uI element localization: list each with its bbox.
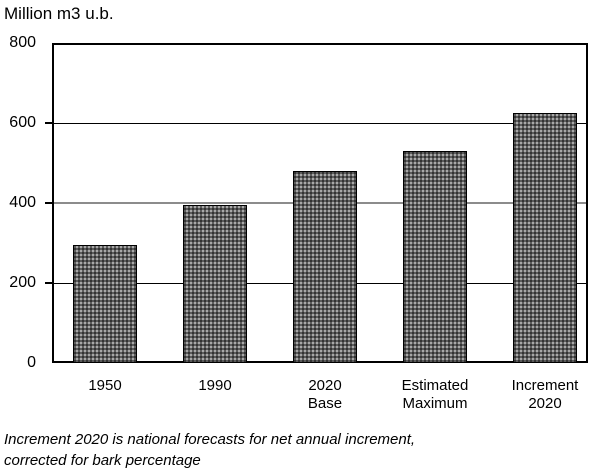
bar-2020-base — [293, 171, 357, 363]
bar-1990 — [183, 205, 247, 363]
x-axis-label: Increment 2020 — [511, 377, 579, 412]
x-axis-label: Estimated Maximum — [401, 377, 469, 412]
gridline-600 — [54, 122, 586, 124]
bar-1950 — [73, 245, 137, 363]
y-axis-tick-label: 600 — [9, 114, 36, 131]
x-axis-label: 2020 Base — [307, 377, 343, 412]
bar-estimated-maximum — [403, 151, 467, 363]
y-tick-mark-400 — [45, 202, 52, 204]
y-tick-mark-200 — [45, 282, 52, 284]
y-axis-tick-label: 0 — [27, 354, 36, 371]
y-axis-tick-label: 400 — [9, 194, 36, 211]
y-tick-mark-600 — [45, 122, 52, 124]
chart-footnote: Increment 2020 is national forecasts for… — [4, 431, 416, 469]
y-axis-tick-label: 800 — [9, 34, 36, 51]
x-axis-label: 1990 — [198, 377, 232, 394]
x-axis-label: 1950 — [88, 377, 122, 394]
bar-increment-2020 — [513, 113, 577, 363]
y-axis-tick-label: 200 — [9, 274, 36, 291]
chart-title: Million m3 u.b. — [4, 4, 114, 23]
